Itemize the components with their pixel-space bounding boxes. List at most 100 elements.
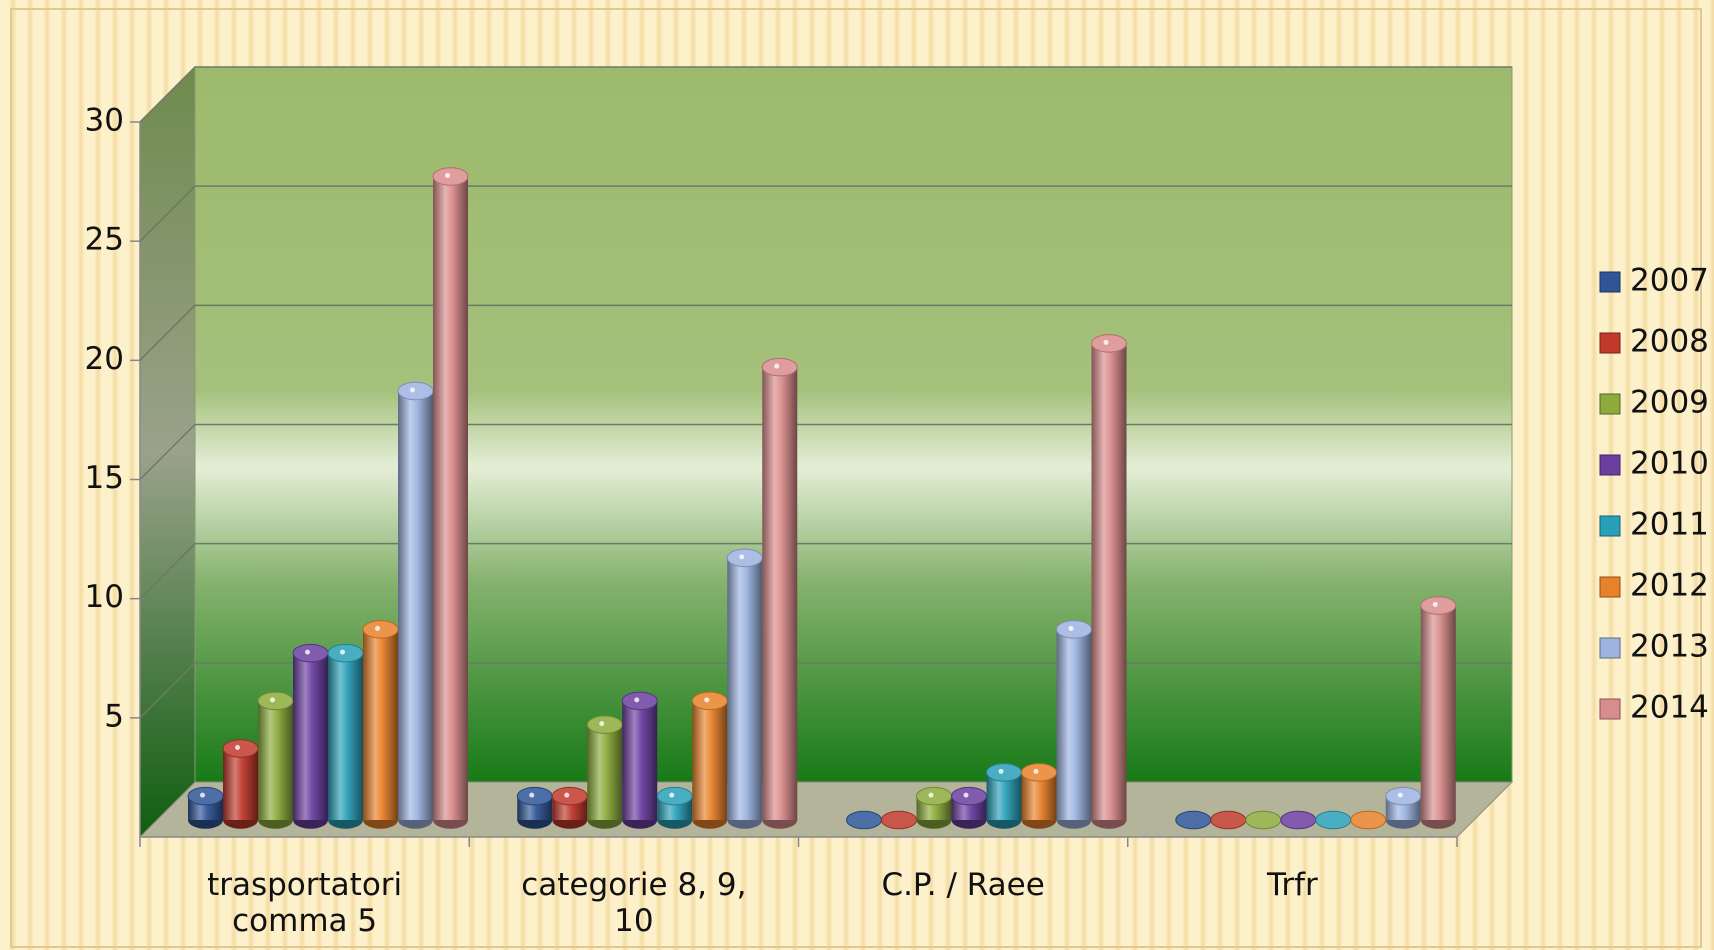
bar-highlight [445,173,450,178]
bar-top [916,786,952,806]
grid-line [139,423,1512,481]
legend-label: 2013 [1630,629,1709,665]
legend-label: 2007 [1630,263,1709,299]
bar-top [1315,810,1352,830]
bar [432,167,469,829]
legend-swatch [1599,576,1621,598]
bar-body [293,653,328,820]
legend-swatch [1599,393,1621,415]
legend-swatch [1599,515,1621,537]
bar-top [846,810,882,830]
bar-body [328,653,363,820]
y-tick-label: 30 [85,103,124,139]
bar-body [762,367,798,820]
bar [881,810,917,830]
bar-highlight [340,649,345,655]
legend-swatch [1599,454,1621,476]
bar [621,691,658,829]
legend-label: 2010 [1630,446,1709,482]
bar-top [691,691,728,711]
bar-top [516,786,553,806]
bar [292,643,329,829]
grid-line [139,185,1512,242]
bar-top [1245,810,1282,830]
bar [691,691,728,829]
bar-body [258,700,293,820]
bar-top [432,167,469,186]
bar-top [222,739,259,758]
bar [257,691,294,829]
bar-highlight [305,649,310,655]
bar [1315,810,1352,830]
bar [1280,810,1317,830]
bar-highlight [599,721,605,727]
bar-top [187,786,224,806]
bar-highlight [963,792,969,798]
grid-line [139,66,1512,123]
bar [1175,810,1212,830]
bar-body [692,700,728,820]
bar-top [327,643,364,663]
bar-top [1210,810,1247,830]
grid-line [139,304,1512,361]
bar-top [1021,763,1057,782]
bar-highlight [1068,625,1074,631]
bar-body [1420,605,1456,820]
bar-top [551,786,588,806]
bar [656,786,693,829]
bar-body [433,176,468,820]
bar [916,786,952,829]
bar-highlight [564,792,570,798]
bar-body [622,700,658,820]
bar-top [761,357,798,377]
bar-top [586,715,623,734]
bar [327,643,364,829]
bar [1056,620,1092,829]
bar-highlight [1432,602,1438,607]
y-tick-label: 25 [85,222,124,258]
bar-top [1280,810,1317,830]
bar-body [398,391,433,820]
legend-label: 2008 [1630,324,1709,360]
bar [362,620,399,829]
bar [551,786,588,829]
bar-highlight [774,363,780,369]
bar-highlight [529,792,535,798]
legend-swatch [1599,271,1621,293]
bar-highlight [235,745,240,750]
bar-top [257,691,294,711]
bar [397,381,434,829]
bar-highlight [1103,339,1109,345]
legend-label: 2011 [1630,507,1709,543]
y-tick-label: 15 [85,460,124,496]
bar-top [1175,810,1212,830]
bar [1385,786,1422,829]
bar-top [1420,596,1457,615]
bar-highlight [704,697,710,703]
bar-top [292,643,329,663]
bar-top [986,763,1022,782]
x-tick-label: categorie 8, 9, 10 [521,867,747,939]
bar-body [727,557,763,820]
bar [951,786,987,829]
bar-top [1350,810,1387,830]
bar-highlight [1033,768,1039,774]
bar-highlight [200,792,205,798]
bar-highlight [928,792,934,798]
bar [726,548,763,829]
grid-line [139,542,1512,600]
legend-swatch [1599,637,1621,659]
bar [1245,810,1282,830]
bar [222,739,259,829]
y-tick-label: 20 [85,341,124,377]
bar-body [1091,343,1127,820]
bar-top [881,810,917,830]
bar-top [726,548,763,568]
y-tick-label: 5 [104,698,124,734]
bar [846,810,882,830]
bar-highlight [1397,792,1403,798]
bar [1210,810,1247,830]
bar [1021,763,1057,829]
